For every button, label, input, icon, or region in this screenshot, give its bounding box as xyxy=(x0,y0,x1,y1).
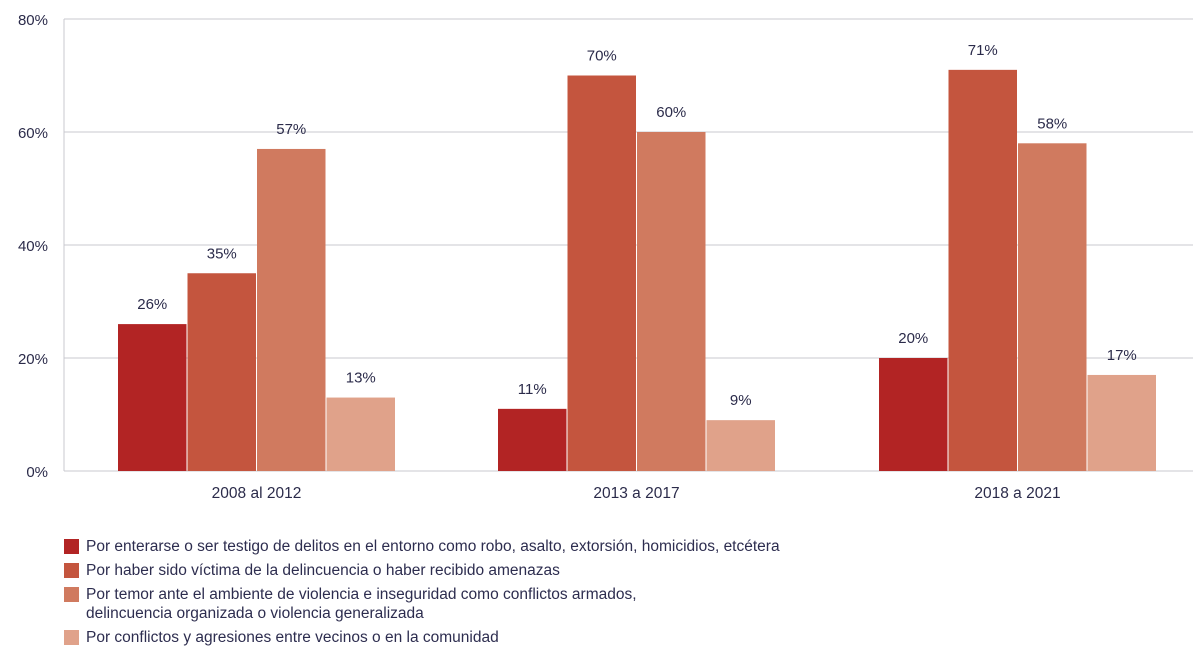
legend-item-4: Por conflictos y agresiones entre vecino… xyxy=(64,628,780,647)
legend-swatch-4 xyxy=(64,630,79,645)
bar xyxy=(567,75,636,471)
legend-label-2: Por haber sido víctima de la delincuenci… xyxy=(86,562,560,579)
bar xyxy=(1087,374,1156,471)
y-tick-label: 20% xyxy=(18,351,48,368)
data-label: 35% xyxy=(207,245,237,262)
bar xyxy=(187,273,256,471)
x-tick-label: 2018 a 2021 xyxy=(974,485,1060,502)
bar xyxy=(326,397,395,471)
legend-swatch-3 xyxy=(64,587,79,602)
data-label: 71% xyxy=(968,42,998,59)
bar xyxy=(1018,143,1087,472)
bar xyxy=(498,408,567,471)
data-label: 60% xyxy=(656,104,686,121)
bar xyxy=(637,132,706,471)
bar xyxy=(948,69,1017,471)
x-tick-label: 2013 a 2017 xyxy=(593,485,679,502)
bar xyxy=(118,324,187,471)
data-label: 13% xyxy=(346,370,376,387)
y-tick-label: 60% xyxy=(18,125,48,142)
data-label: 70% xyxy=(587,48,617,65)
bar xyxy=(257,148,326,471)
data-label: 26% xyxy=(137,296,167,313)
legend-label-4: Por conflictos y agresiones entre vecino… xyxy=(86,629,499,646)
data-label: 20% xyxy=(898,330,928,347)
data-label: 17% xyxy=(1107,347,1137,364)
x-tick-label: 2008 al 2012 xyxy=(212,485,302,502)
legend-item-2: Por haber sido víctima de la delincuenci… xyxy=(64,561,780,580)
legend-item-3: Por temor ante el ambiente de violencia … xyxy=(64,585,780,623)
legend-swatch-2 xyxy=(64,563,79,578)
legend-label-3: Por temor ante el ambiente de violencia … xyxy=(86,586,637,622)
data-label: 9% xyxy=(730,392,752,409)
y-tick-label: 40% xyxy=(18,238,48,255)
legend: Por enterarse o ser testigo de delitos e… xyxy=(64,537,780,652)
bar xyxy=(879,358,948,471)
data-label: 57% xyxy=(276,121,306,138)
data-label: 58% xyxy=(1037,115,1067,132)
y-tick-label: 80% xyxy=(18,12,48,29)
bar-chart: 0% 20% 40% 60% 80% 26% 11% 20% 35% 70% 71% 57% 60% 58… xyxy=(18,12,1193,502)
data-label: 11% xyxy=(518,381,547,398)
y-tick-label: 0% xyxy=(26,464,48,481)
bar xyxy=(706,420,775,471)
legend-item-1: Por enterarse o ser testigo de delitos e… xyxy=(64,537,780,556)
legend-label-1: Por enterarse o ser testigo de delitos e… xyxy=(86,538,780,555)
legend-swatch-1 xyxy=(64,539,79,554)
